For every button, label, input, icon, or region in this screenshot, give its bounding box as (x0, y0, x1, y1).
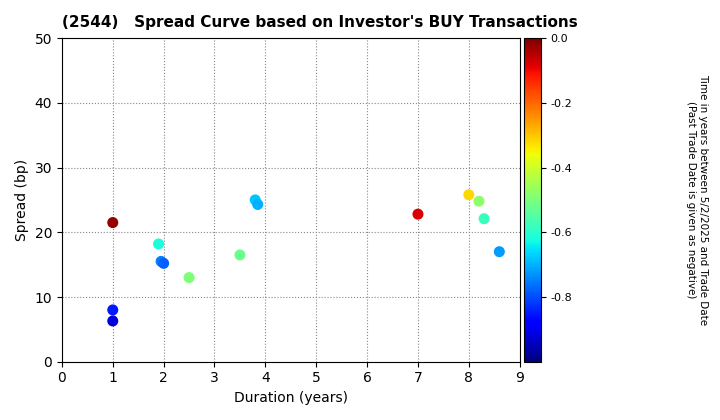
Point (153, 241, 164, 247)
Point (107, 307, 119, 313)
Point (478, 215, 490, 222)
Point (494, 248, 505, 255)
Point (234, 252, 246, 258)
Y-axis label: Time in years between 5/2/2025 and Trade Date
(Past Trade Date is given as negat: Time in years between 5/2/2025 and Trade… (686, 74, 708, 326)
Point (473, 198, 485, 205)
Point (249, 197, 261, 203)
Text: (2544)   Spread Curve based on Investor's BUY Transactions: (2544) Spread Curve based on Investor's … (62, 15, 577, 30)
Point (184, 274, 195, 281)
Point (252, 201, 264, 208)
Point (463, 192, 474, 198)
Point (107, 219, 119, 226)
X-axis label: Duration (years): Duration (years) (234, 391, 348, 405)
Point (412, 211, 423, 218)
Point (158, 260, 169, 267)
Y-axis label: Spread (bp): Spread (bp) (15, 159, 29, 241)
Point (107, 318, 119, 324)
Point (156, 258, 167, 265)
